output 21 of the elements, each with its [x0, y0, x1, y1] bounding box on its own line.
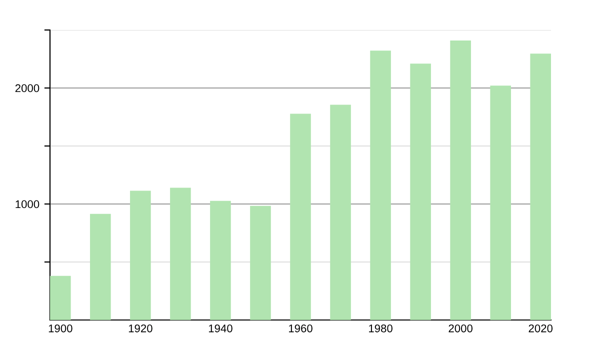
x-tick-label: 2000 — [448, 324, 472, 332]
x-tick-label: 1980 — [369, 324, 392, 332]
bar — [450, 40, 471, 320]
x-tick-label: 1900 — [48, 324, 72, 332]
bar — [130, 190, 151, 320]
bar — [370, 50, 391, 320]
bar — [490, 86, 511, 320]
x-tick-label: 2020 — [528, 324, 553, 332]
bar — [290, 114, 311, 320]
x-tick-label: 1960 — [288, 324, 312, 332]
bar — [170, 188, 191, 320]
bar — [210, 200, 231, 320]
bar — [90, 214, 111, 320]
bar — [410, 64, 431, 320]
bar — [530, 54, 551, 320]
y-tick-label: 1000 — [16, 200, 40, 208]
bar — [250, 206, 271, 320]
x-tick-label: 1940 — [208, 324, 232, 332]
x-tick-label: 1920 — [128, 324, 152, 332]
bar — [50, 276, 71, 320]
bar — [330, 104, 351, 320]
